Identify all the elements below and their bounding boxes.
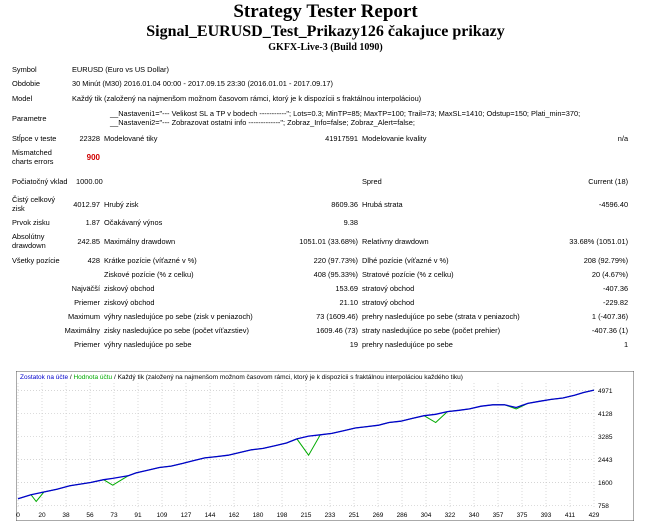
row-profit-trades: Ziskové pozície (% z celku) 408 (95.33%)… [104, 269, 629, 279]
x-tick-label: 127 [181, 512, 192, 519]
row-model: Model Každý tik (založený na najmenšom m… [12, 93, 422, 103]
row-drawdown: Absolútny drawdown 242.85 Maximálny draw… [12, 232, 629, 250]
x-tick-label: 20 [38, 512, 46, 519]
params-line-1: __Nastaveni1="--- Velikost SL a TP v bod… [110, 109, 581, 118]
x-tick-label: 411 [565, 512, 576, 519]
params-line-2: __Nastaveni2="--- Zobrazovat ostatni inf… [110, 118, 415, 127]
x-tick-label: 56 [86, 512, 94, 519]
legend-model: Každý tik (založený na najmenšom možnom … [118, 374, 463, 381]
x-tick-label: 375 [517, 512, 528, 519]
x-tick-label: 73 [110, 512, 118, 519]
chart-frame [16, 371, 634, 521]
row-avg-consecutive: Priemer výhry nasledujúce po sebe 19 pre… [74, 339, 629, 349]
x-tick-label: 144 [205, 512, 216, 519]
row-max-consecutive-profit: Maximálny zisky nasledujúce po sebe (poč… [64, 325, 629, 335]
x-tick-label: 198 [277, 512, 288, 519]
x-tick-label: 91 [134, 512, 142, 519]
y-tick-label: 3285 [598, 434, 613, 441]
y-tick-label: 4128 [598, 411, 613, 418]
server-build: GKFX-Live-3 (Build 1090) [268, 42, 383, 53]
x-tick-label: 304 [421, 512, 432, 519]
x-tick-label: 162 [229, 512, 240, 519]
report-table: Symbol EURUSD (Euro vs US Dollar) Obdobi… [10, 62, 630, 351]
x-tick-label: 269 [373, 512, 384, 519]
row-trades: Všetky pozície 428 Krátke pozície (víťaz… [12, 255, 629, 265]
report-header: Strategy Tester Report Signal_EURUSD_Tes… [0, 0, 651, 54]
report-subtitle: Signal_EURUSD_Test_Prikazy126 čakajuce p… [146, 23, 505, 40]
x-tick-label: 340 [469, 512, 480, 519]
x-tick-label: 38 [62, 512, 70, 519]
x-tick-label: 286 [397, 512, 408, 519]
y-tick-label: 758 [598, 503, 609, 510]
row-average: Priemer ziskový obchod 21.10 stratový ob… [74, 297, 629, 307]
chart-grid [17, 383, 595, 507]
row-profit-factor: Prvok zisku 1.87 Očakávaný výnos 9.38 [12, 217, 358, 227]
chart-legend: Zostatok na účte / Hodnota účtu / Každý … [20, 374, 463, 381]
row-max-consecutive: Maximum výhry nasledujúce po sebe (zisk … [67, 311, 629, 321]
y-tick-labels: 758 1600 2443 3285 4128 4971 [598, 388, 613, 510]
y-tick-label: 1600 [598, 480, 613, 487]
row-net-profit: Čistý celkový zisk 4012.97 Hrubý zisk 86… [12, 195, 629, 213]
balance-chart: 0 20 38 56 73 91 109 127 144 162 180 198 215 233 251 26… [16, 371, 634, 521]
x-tick-label: 429 [589, 512, 600, 519]
series-balance-line [17, 389, 595, 500]
x-tick-label: 233 [325, 512, 336, 519]
x-tick-label: 0 [16, 512, 20, 519]
report-title: Strategy Tester Report [233, 1, 418, 22]
x-tick-label: 322 [445, 512, 456, 519]
x-tick-label: 251 [349, 512, 360, 519]
x-tick-labels: 0 20 38 56 73 91 109 127 144 162 180 198 215 233 251 26… [16, 512, 600, 519]
x-tick-label: 215 [301, 512, 312, 519]
legend-equity: Hodnota účtu [73, 374, 112, 381]
row-largest: Najväčší ziskový obchod 153.69 stratový … [71, 283, 629, 293]
y-tick-label: 4971 [598, 388, 613, 395]
row-symbol: Symbol EURUSD (Euro vs US Dollar) [12, 64, 169, 74]
row-deposit: Počiatočný vklad 1000.00 Spred Current (… [12, 176, 629, 186]
legend-balance: Zostatok na účte [20, 374, 68, 381]
x-tick-label: 393 [541, 512, 552, 519]
x-tick-label: 357 [493, 512, 504, 519]
row-mismatch: Mismatched charts errors 900 [10, 145, 630, 169]
row-period: Obdobie 30 Minút (M30) 2016.01.04 00:00 … [12, 79, 333, 88]
x-tick-label: 109 [157, 512, 168, 519]
x-tick-label: 180 [253, 512, 264, 519]
mismatch-errors-value: 900 [86, 152, 100, 162]
y-tick-label: 2443 [598, 457, 613, 464]
row-bars: Stĺpce v teste 22328 Modelované tiky 419… [12, 133, 629, 143]
row-params: Parametre __Nastaveni1="--- Velikost SL … [10, 105, 630, 131]
